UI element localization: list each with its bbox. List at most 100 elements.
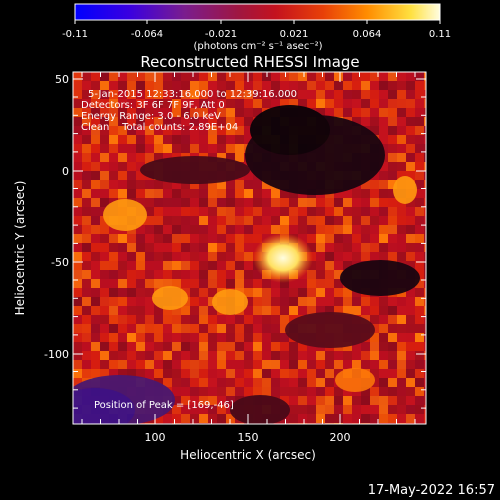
image-pixel	[415, 378, 424, 387]
image-pixel	[253, 72, 262, 81]
image-pixel	[334, 207, 343, 216]
image-pixel	[172, 315, 181, 324]
image-pixel	[127, 333, 136, 342]
image-pixel	[199, 243, 208, 252]
image-pixel	[118, 306, 127, 315]
image-pixel	[82, 90, 91, 99]
image-pixel	[82, 279, 91, 288]
image-pixel	[136, 351, 145, 360]
image-pixel	[226, 216, 235, 225]
image-pixel	[172, 369, 181, 378]
image-pixel	[370, 351, 379, 360]
image-pixel	[244, 216, 253, 225]
image-pixel	[73, 90, 82, 99]
x-tick-label: 100	[145, 431, 166, 444]
image-pixel	[145, 270, 154, 279]
image-pixel	[235, 180, 244, 189]
image-panel	[73, 72, 426, 424]
image-pixel	[352, 297, 361, 306]
image-pixel	[235, 279, 244, 288]
y-tick-label: -50	[51, 256, 69, 269]
image-pixel	[289, 414, 298, 423]
image-pixel	[226, 414, 235, 423]
image-pixel	[181, 378, 190, 387]
image-pixel	[406, 198, 415, 207]
image-pixel	[226, 333, 235, 342]
image-pixel	[226, 243, 235, 252]
image-pixel	[388, 144, 397, 153]
image-pixel	[271, 333, 280, 342]
image-pixel	[370, 234, 379, 243]
image-pixel	[208, 342, 217, 351]
image-pixel	[289, 306, 298, 315]
image-pixel	[307, 405, 316, 414]
image-pixel	[226, 396, 235, 405]
image-pixel	[271, 369, 280, 378]
image-pixel	[136, 144, 145, 153]
image-pixel	[127, 108, 136, 117]
image-pixel	[154, 135, 163, 144]
image-pixel	[208, 414, 217, 423]
image-pixel	[325, 405, 334, 414]
image-pixel	[280, 288, 289, 297]
image-pixel	[154, 180, 163, 189]
image-pixel	[208, 315, 217, 324]
image-pixel	[226, 90, 235, 99]
image-pixel	[352, 234, 361, 243]
image-pixel	[370, 180, 379, 189]
image-pixel	[82, 324, 91, 333]
image-pixel	[100, 90, 109, 99]
image-pixel	[163, 189, 172, 198]
image-pixel	[145, 144, 154, 153]
image-pixel	[289, 279, 298, 288]
image-pixel	[109, 261, 118, 270]
image-pixel	[406, 342, 415, 351]
image-pixel	[82, 207, 91, 216]
image-pixel	[100, 261, 109, 270]
image-pixel	[226, 207, 235, 216]
image-pixel	[244, 297, 253, 306]
image-pixel	[91, 288, 100, 297]
image-pixel	[253, 369, 262, 378]
image-pixel	[91, 297, 100, 306]
image-pixel	[298, 288, 307, 297]
image-pixel	[262, 207, 271, 216]
image-pixel	[361, 216, 370, 225]
image-pixel	[190, 225, 199, 234]
image-pixel	[244, 189, 253, 198]
image-pixel	[361, 243, 370, 252]
image-pixel	[424, 207, 426, 216]
image-pixel	[406, 396, 415, 405]
image-pixel	[244, 99, 253, 108]
image-pixel	[91, 369, 100, 378]
image-pixel	[343, 360, 352, 369]
image-pixel	[253, 342, 262, 351]
image-pixel	[307, 99, 316, 108]
image-pixel	[280, 369, 289, 378]
image-pixel	[379, 117, 388, 126]
image-pixel	[280, 315, 289, 324]
image-pixel	[307, 369, 316, 378]
image-pixel	[217, 261, 226, 270]
image-pixel	[343, 252, 352, 261]
image-pixel	[415, 108, 424, 117]
image-pixel	[172, 279, 181, 288]
image-pixel	[190, 144, 199, 153]
image-pixel	[127, 261, 136, 270]
image-pixel	[289, 81, 298, 90]
image-pixel	[235, 135, 244, 144]
image-pixel	[136, 360, 145, 369]
image-pixel	[397, 252, 406, 261]
image-pixel	[172, 378, 181, 387]
image-pixel	[253, 216, 262, 225]
image-pixel	[82, 351, 91, 360]
image-pixel	[199, 405, 208, 414]
dark-region	[340, 260, 420, 296]
image-pixel	[172, 414, 181, 423]
image-pixel	[145, 261, 154, 270]
image-pixel	[82, 243, 91, 252]
image-pixel	[262, 180, 271, 189]
image-pixel	[379, 81, 388, 90]
image-pixel	[136, 99, 145, 108]
image-pixel	[190, 405, 199, 414]
